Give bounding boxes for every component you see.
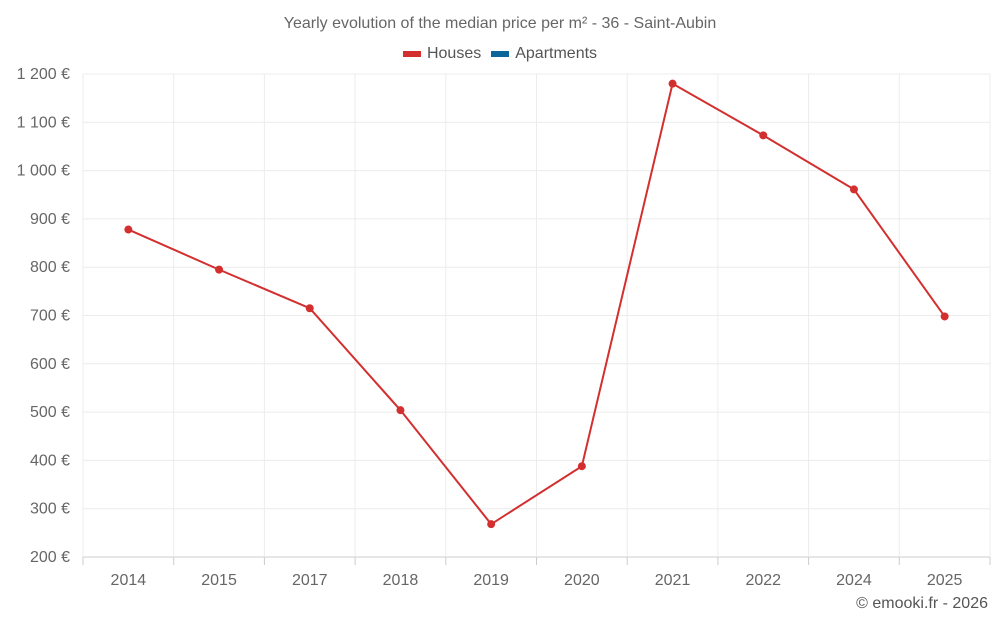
y-tick-label: 500 € (30, 404, 70, 421)
credit-text: © emooki.fr - 2026 (856, 595, 988, 612)
data-point[interactable] (668, 79, 677, 88)
x-tick-label: 2015 (201, 572, 237, 589)
legend-swatch-houses (402, 51, 421, 57)
data-point[interactable] (940, 312, 949, 321)
chart-title: Yearly evolution of the median price per… (283, 15, 717, 32)
y-tick-label: 400 € (30, 452, 70, 469)
y-tick-label: 300 € (30, 501, 70, 518)
x-tick-label: 2025 (927, 572, 963, 589)
data-point[interactable] (305, 304, 314, 313)
legend: Houses Apartments (0, 45, 1000, 63)
grid (82, 73, 991, 558)
y-tick-label: 1 100 € (17, 114, 70, 131)
series (124, 79, 949, 529)
data-point[interactable] (215, 265, 224, 274)
y-tick-label: 200 € (30, 549, 70, 566)
data-point[interactable] (487, 520, 496, 529)
x-tick-label: 2018 (383, 572, 419, 589)
legend-swatch-apartments (491, 51, 510, 57)
y-tick-label: 700 € (30, 308, 70, 325)
data-point[interactable] (396, 406, 405, 415)
x-tick-label: 2024 (836, 572, 872, 589)
legend-item-apartments[interactable]: Apartments (491, 45, 597, 63)
y-tick-label: 800 € (30, 259, 70, 276)
x-tick-label: 2014 (111, 572, 147, 589)
x-tick-label: 2020 (564, 572, 600, 589)
x-tick-label: 2019 (473, 572, 509, 589)
x-tick-label: 2021 (655, 572, 691, 589)
series-line-houses (127, 82, 946, 526)
y-tick-label: 900 € (30, 211, 70, 228)
data-point[interactable] (849, 185, 858, 194)
x-tick-label: 2022 (745, 572, 781, 589)
legend-label-apartments: Apartments (515, 45, 598, 62)
y-tick-label: 600 € (30, 356, 70, 373)
x-tick-label: 2017 (292, 572, 328, 589)
data-point[interactable] (577, 462, 586, 471)
legend-item-houses[interactable]: Houses (402, 45, 482, 63)
axes: 200 € 300 € 400 € 500 € 600 € 700 € 800 € 900 €… (17, 66, 991, 589)
y-tick-label: 1 000 € (17, 163, 70, 180)
data-point[interactable] (759, 131, 768, 140)
data-point[interactable] (124, 225, 133, 234)
y-tick-label: 1 200 € (17, 66, 70, 83)
legend-label-houses: Houses (426, 45, 482, 62)
